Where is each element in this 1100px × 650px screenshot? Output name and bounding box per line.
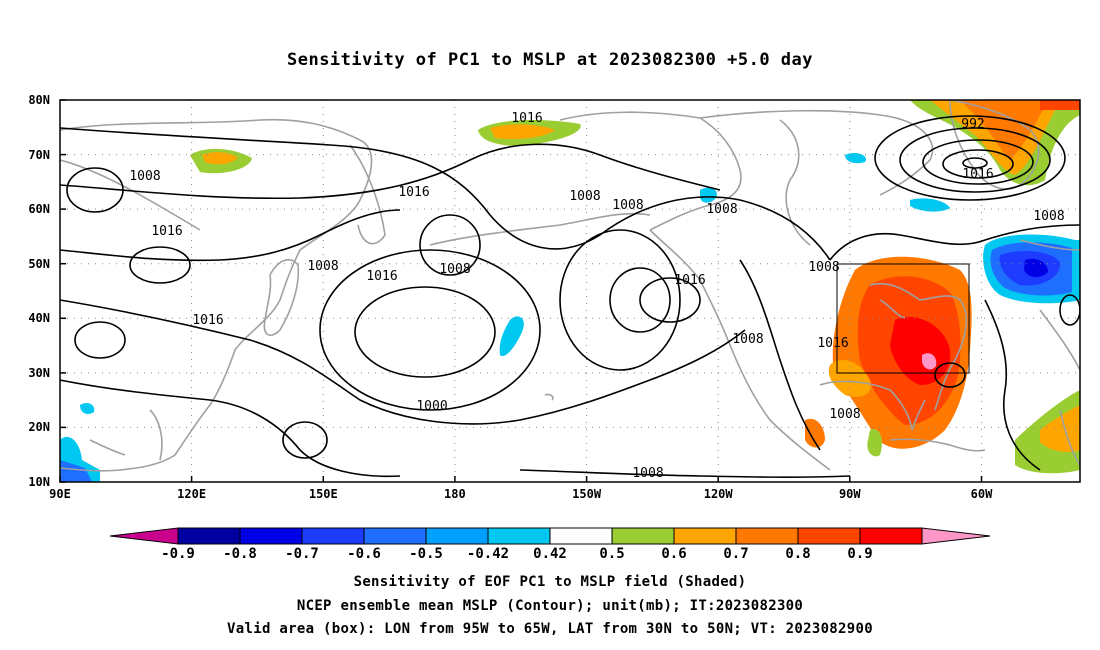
colorbar-box — [735, 527, 799, 545]
longitude-labels: 90E 120E 150E 180 150W 120W 90W 60W — [49, 487, 993, 501]
contour-labels: 1016 1008 1016 1016 1008 1016 1008 1016 1008 1008… — [129, 111, 1064, 481]
colorbar-label: 0.5 — [599, 546, 624, 562]
negative-sensitivity-shading — [60, 152, 1080, 482]
coastlines — [60, 100, 1080, 472]
lon-label: 120W — [704, 487, 734, 501]
caption-line-3: Valid area (box): LON from 95W to 65W, L… — [227, 621, 873, 637]
lon-label: 180 — [444, 487, 466, 501]
colorbar-label: -0.7 — [285, 546, 319, 562]
latitude-labels: 80N 70N 60N 50N 40N 30N 20N 10N — [28, 93, 50, 489]
contour-label: 1008 — [732, 332, 763, 347]
contour-label: 1016 — [817, 336, 848, 351]
colorbar-label: -0.42 — [467, 546, 509, 562]
contour-label: 1016 — [192, 313, 223, 328]
valid-area-box — [836, 263, 970, 374]
caption-line-2: NCEP ensemble mean MSLP (Contour); unit(… — [296, 598, 804, 614]
contour-label: 1016 — [151, 224, 182, 239]
colorbar-label: -0.6 — [347, 546, 381, 562]
lon-label: 90W — [839, 487, 861, 501]
lat-label: 30N — [28, 366, 50, 380]
contour-label: 1016 — [962, 167, 993, 182]
caption-line-1: Sensitivity of EOF PC1 to MSLP field (Sh… — [353, 574, 747, 590]
colorbar-box — [363, 527, 427, 545]
contour-label: 1000 — [416, 399, 447, 414]
colorbar-box — [425, 527, 489, 545]
map-frame — [59, 99, 1081, 483]
contour-label: 1008 — [439, 262, 470, 277]
lat-label: 10N — [28, 475, 50, 489]
lon-label: 150W — [572, 487, 602, 501]
contour-label: 1016 — [398, 185, 429, 200]
colorbar-label: 0.6 — [661, 546, 686, 562]
contour-label: 1008 — [706, 202, 737, 217]
lon-label: 120E — [177, 487, 206, 501]
colorbar: -0.9 -0.8 -0.7 -0.6 -0.5 -0.42 0.42 0.5 0.6 0.7 0.… — [109, 527, 991, 562]
colorbar-extend-high — [921, 527, 991, 545]
colorbar-label: 0.42 — [533, 546, 567, 562]
contour-label: 1008 — [632, 466, 663, 481]
colorbar-box — [301, 527, 365, 545]
colorbar-extend-low — [109, 527, 179, 545]
tick-marks — [59, 99, 983, 483]
contour-label: 1016 — [366, 269, 397, 284]
colorbar-box — [673, 527, 737, 545]
lon-label: 60W — [971, 487, 993, 501]
contour-label: 1008 — [1033, 209, 1064, 224]
colorbar-box — [177, 527, 241, 545]
contour-label: 992 — [961, 117, 984, 132]
contour-label: 1016 — [674, 273, 705, 288]
colorbar-label: 0.9 — [847, 546, 872, 562]
lat-label: 70N — [28, 148, 50, 162]
colorbar-label: 0.8 — [785, 546, 810, 562]
contour-label: 1008 — [307, 259, 338, 274]
colorbar-label: -0.9 — [161, 546, 195, 562]
colorbar-box — [239, 527, 303, 545]
grid-lines — [60, 100, 1080, 482]
contour-label: 1008 — [129, 169, 160, 184]
colorbar-box — [611, 527, 675, 545]
lat-label: 60N — [28, 202, 50, 216]
lon-label: 90E — [49, 487, 71, 501]
colorbar-label: -0.8 — [223, 546, 257, 562]
contour-label: 1008 — [569, 189, 600, 204]
colorbar-box — [859, 527, 923, 545]
contour-label: 1008 — [612, 198, 643, 213]
page-title: Sensitivity of PC1 to MSLP at 2023082300… — [286, 50, 813, 70]
contour-label: 1016 — [511, 111, 542, 126]
contour-label: 1008 — [808, 260, 839, 275]
colorbar-label: 0.7 — [723, 546, 748, 562]
lon-label: 150E — [309, 487, 338, 501]
lat-label: 20N — [28, 420, 50, 434]
lat-label: 50N — [28, 257, 50, 271]
mslp-contours — [60, 115, 1080, 478]
colorbar-box — [797, 527, 861, 545]
lat-label: 40N — [28, 311, 50, 325]
colorbar-box — [549, 527, 613, 545]
lat-label: 80N — [28, 93, 50, 107]
positive-sensitivity-shading — [190, 100, 1080, 474]
contour-label: 1008 — [829, 407, 860, 422]
colorbar-label: -0.5 — [409, 546, 443, 562]
colorbar-box — [487, 527, 551, 545]
